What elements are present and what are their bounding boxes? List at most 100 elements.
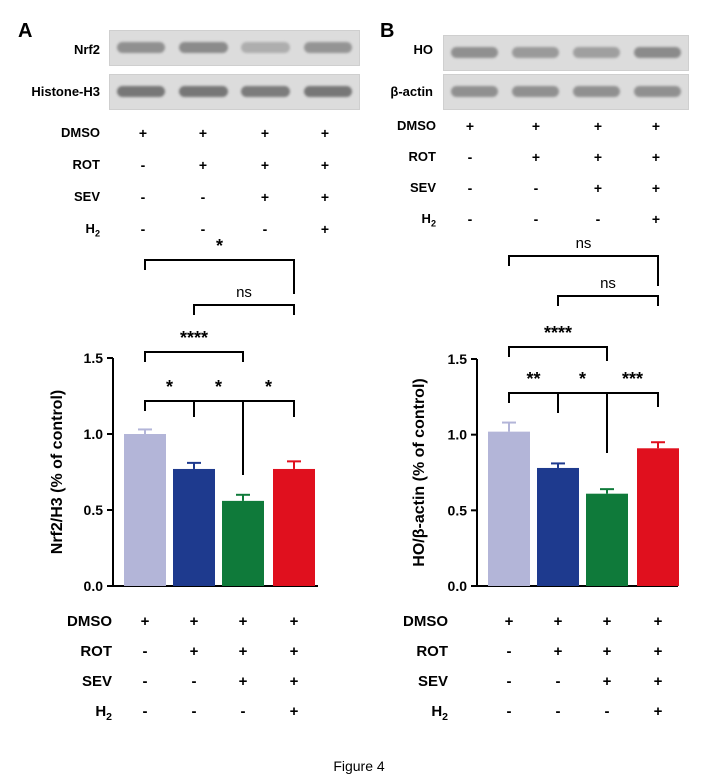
condition-label: SEV: [409, 180, 436, 195]
condition-mark: -: [555, 703, 561, 720]
condition-mark: +: [593, 149, 603, 165]
condition-mark: -: [200, 221, 206, 237]
condition-mark: -: [140, 221, 146, 237]
blot-band: [241, 86, 290, 97]
blot-band: [303, 86, 353, 97]
significance-bracket: [144, 259, 295, 294]
condition-mark: +: [289, 673, 299, 690]
condition-label-subscript: 2: [442, 711, 448, 723]
significance-bracket: [508, 346, 608, 361]
condition-mark: -: [262, 221, 268, 237]
significance-bracket: [242, 400, 295, 475]
condition-mark: -: [555, 673, 561, 690]
blot-band: [450, 47, 499, 58]
condition-mark: +: [198, 157, 208, 173]
condition-label-main: H: [85, 221, 95, 236]
condition-mark: -: [240, 703, 246, 720]
figure-caption: Figure 4: [333, 758, 385, 774]
significance-bracket: [193, 304, 295, 315]
condition-mark: +: [651, 211, 661, 227]
bar: [488, 431, 530, 586]
condition-label-subscript: 2: [430, 218, 436, 229]
condition-mark: -: [533, 180, 539, 196]
condition-mark: +: [238, 643, 248, 660]
blot-band: [633, 47, 682, 58]
condition-mark: +: [653, 673, 663, 690]
blot-label-histone-h3: Histone-H3: [31, 84, 100, 99]
condition-mark: -: [467, 180, 473, 196]
condition-label: DMSO: [403, 613, 448, 630]
blot-image-beta-actin: [443, 74, 689, 110]
y-tick-label: 1.5: [84, 350, 104, 366]
condition-mark: +: [602, 673, 612, 690]
condition-mark: -: [595, 211, 601, 227]
condition-label-subscript: 2: [94, 228, 100, 239]
condition-mark: -: [191, 673, 197, 690]
bar: [537, 467, 579, 586]
blot-band: [116, 86, 166, 97]
condition-label: H2: [380, 211, 436, 229]
significance-label: ns: [600, 275, 616, 292]
condition-label: H2: [385, 703, 448, 723]
condition-mark: -: [506, 673, 512, 690]
bar: [124, 434, 166, 586]
significance-label: ****: [544, 323, 572, 343]
condition-mark: -: [467, 149, 473, 165]
blot-image-nrf2: [109, 30, 360, 66]
significance-bracket: [144, 400, 195, 417]
y-tick-label: 0.0: [448, 578, 468, 594]
condition-mark: +: [289, 643, 299, 660]
blot-band: [179, 86, 228, 97]
bar: [173, 468, 215, 586]
significance-bracket: [144, 351, 244, 362]
significance-bracket: [193, 400, 244, 475]
significance-label: ns: [576, 235, 592, 252]
panel-letter-b: B: [380, 20, 395, 42]
condition-mark: +: [189, 613, 199, 630]
condition-label-main: H: [421, 211, 431, 226]
condition-mark: -: [140, 189, 146, 205]
condition-mark: +: [602, 643, 612, 660]
condition-mark: +: [553, 643, 563, 660]
blot-image-histone-h3: [109, 74, 360, 110]
condition-mark: +: [289, 703, 299, 720]
condition-mark: +: [531, 149, 541, 165]
condition-mark: -: [140, 157, 146, 173]
significance-label: ns: [236, 284, 252, 301]
condition-mark: +: [653, 613, 663, 630]
significance-bracket: [557, 392, 608, 453]
blot-band: [450, 86, 499, 97]
condition-mark: +: [653, 643, 663, 660]
y-tick-label: 1.0: [448, 427, 468, 443]
condition-mark: +: [320, 157, 330, 173]
condition-mark: +: [238, 613, 248, 630]
condition-mark: +: [189, 643, 199, 660]
condition-mark: +: [653, 703, 663, 720]
blot-band: [179, 42, 228, 53]
condition-label-main: H: [431, 703, 443, 720]
condition-mark: +: [602, 613, 612, 630]
condition-mark: +: [651, 149, 661, 165]
blot-band: [572, 86, 621, 97]
blot-label-beta-actin: β-actin: [390, 84, 433, 99]
significance-bracket: [606, 392, 659, 453]
y-tick-label: 0.0: [84, 578, 104, 594]
condition-mark: +: [320, 189, 330, 205]
bar-chart-ho: 0.0 0.5 1.0 1.5 HO/β-actin (% of control) ns n…: [411, 235, 679, 594]
condition-label: SEV: [417, 673, 448, 690]
y-tick-label: 0.5: [84, 502, 104, 518]
significance-label: ***: [622, 369, 643, 389]
condition-mark: -: [467, 211, 473, 227]
condition-mark: +: [260, 157, 270, 173]
blot-band: [633, 86, 682, 97]
significance-label: *: [265, 377, 272, 397]
condition-label-subscript: 2: [106, 711, 112, 723]
y-axis-label: HO/β-actin (% of control): [411, 378, 428, 566]
condition-mark: -: [200, 189, 206, 205]
condition-label: DMSO: [67, 613, 112, 630]
y-tick-label: 1.0: [84, 426, 104, 442]
significance-bracket: [508, 392, 559, 413]
bar: [222, 500, 264, 586]
condition-mark: -: [533, 211, 539, 227]
